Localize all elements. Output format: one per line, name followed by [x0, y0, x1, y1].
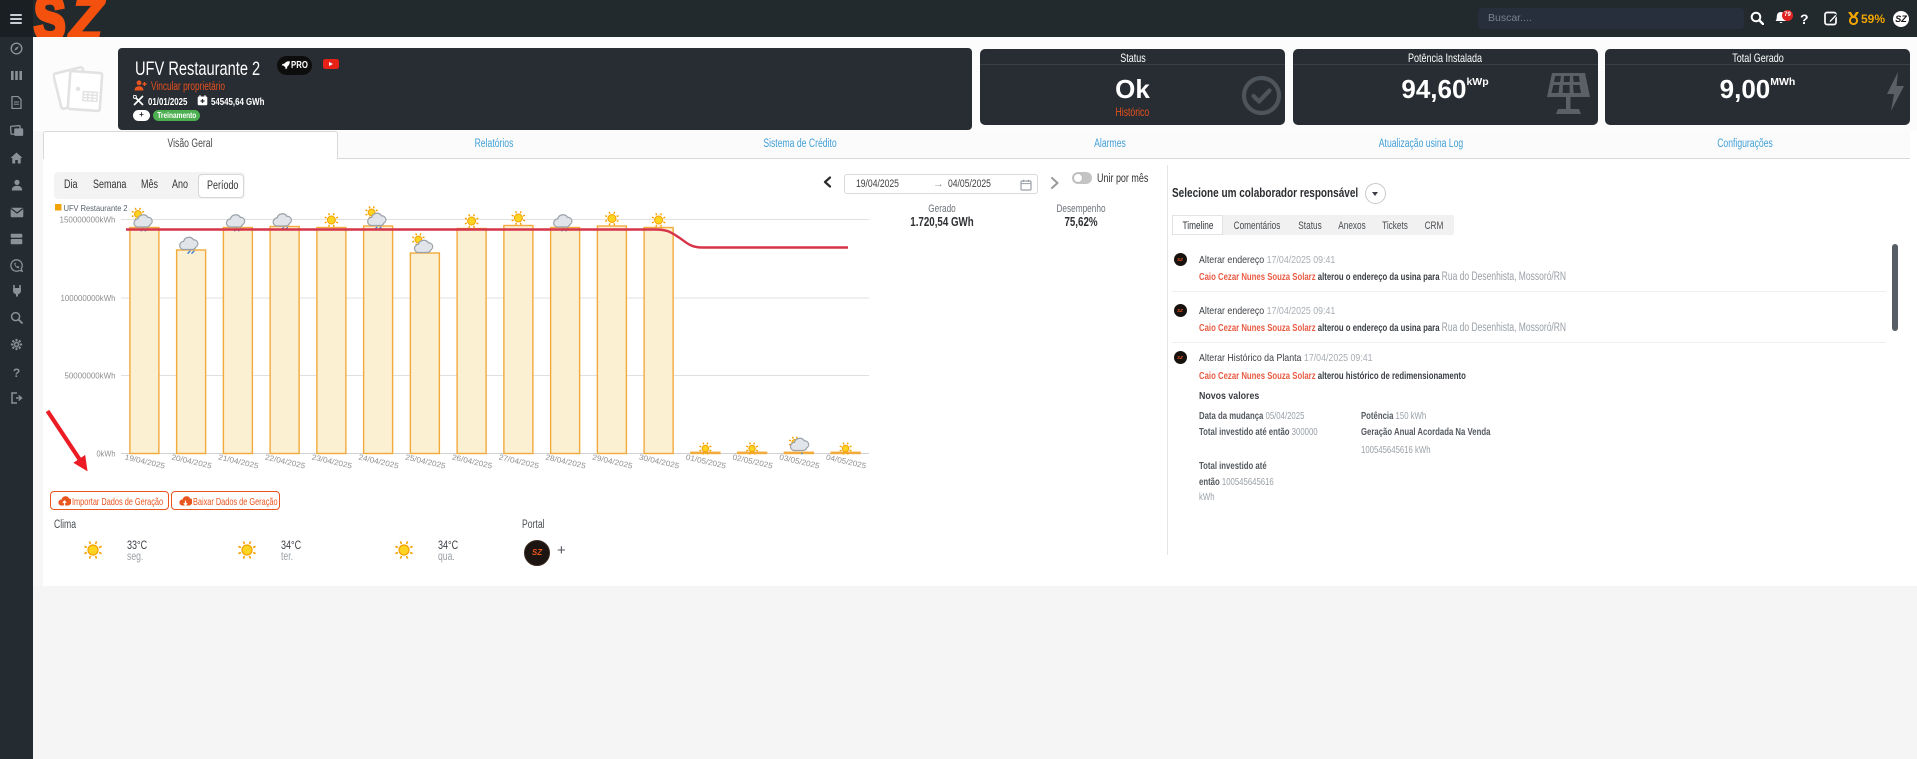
svg-text:26/04/2025: 26/04/2025: [451, 453, 494, 471]
svg-text:23/04/2025: 23/04/2025: [311, 453, 354, 471]
svg-text:0kWh: 0kWh: [97, 449, 116, 459]
svg-text:03/05/2025: 03/05/2025: [778, 453, 821, 471]
svg-text:25/04/2025: 25/04/2025: [404, 453, 447, 471]
svg-text:22/04/2025: 22/04/2025: [264, 453, 307, 471]
svg-text:S: S: [34, 0, 65, 38]
svg-text:Z: Z: [63, 0, 110, 38]
svg-text:150000000kWh: 150000000kWh: [60, 215, 116, 225]
svg-text:02/05/2025: 02/05/2025: [732, 453, 775, 471]
svg-text:28/04/2025: 28/04/2025: [545, 453, 588, 471]
svg-text:20/04/2025: 20/04/2025: [171, 453, 214, 471]
svg-text:04/05/2025: 04/05/2025: [825, 453, 868, 471]
svg-text:01/05/2025: 01/05/2025: [685, 453, 728, 471]
svg-text:19/04/2025: 19/04/2025: [124, 453, 167, 471]
svg-text:21/04/2025: 21/04/2025: [217, 453, 260, 471]
svg-text:50000000kWh: 50000000kWh: [65, 371, 116, 381]
svg-text:UFV Restaurante 2: UFV Restaurante 2: [64, 203, 128, 213]
svg-text:29/04/2025: 29/04/2025: [591, 453, 634, 471]
svg-text:100000000kWh: 100000000kWh: [61, 293, 116, 303]
svg-text:24/04/2025: 24/04/2025: [358, 453, 401, 471]
svg-text:27/04/2025: 27/04/2025: [498, 453, 541, 471]
svg-text:30/04/2025: 30/04/2025: [638, 453, 681, 471]
